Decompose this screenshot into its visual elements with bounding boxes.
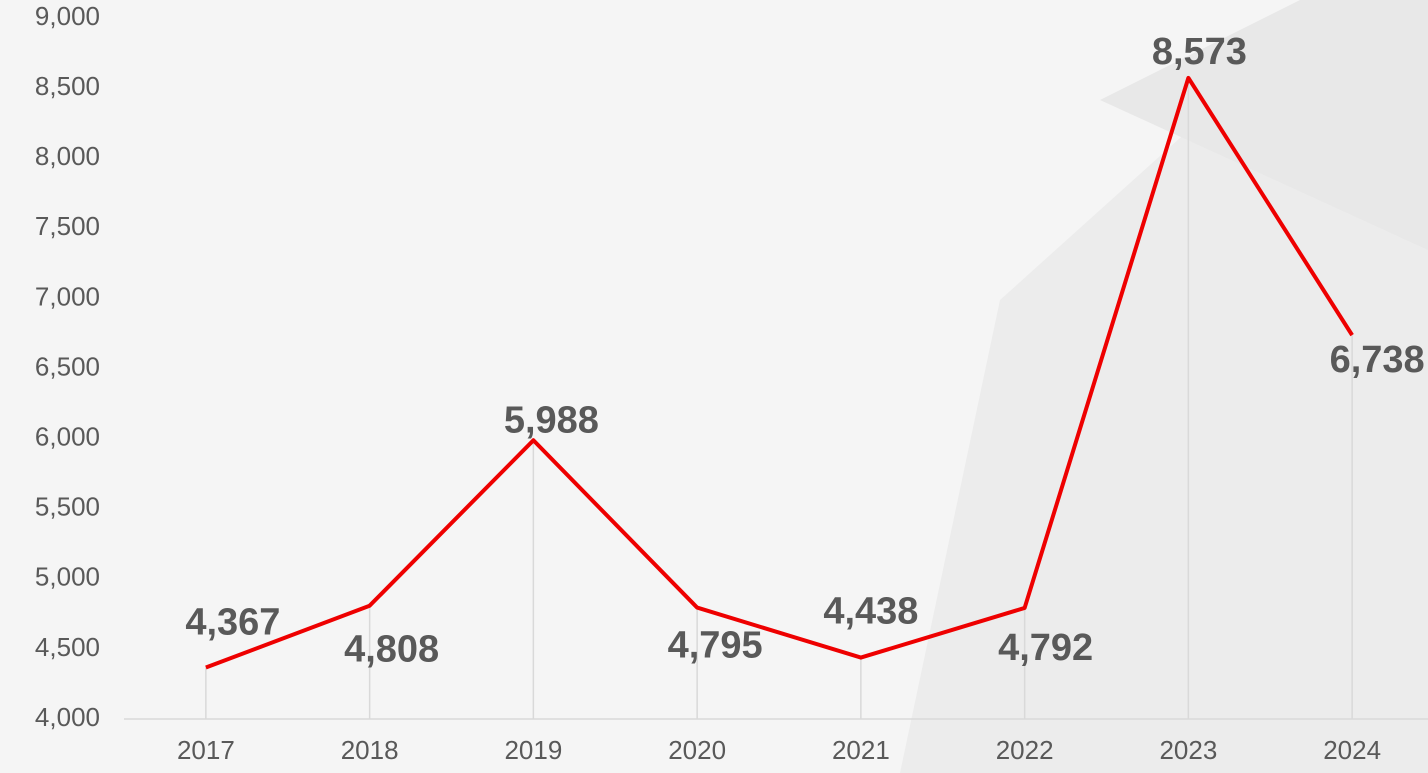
data-label: 4,808 [344,629,439,671]
y-tick-label: 7,500 [35,211,100,241]
x-tick-label: 2023 [1159,735,1217,765]
y-tick-label: 6,500 [35,351,100,381]
y-tick-label: 8,500 [35,71,100,101]
x-tick-label: 2019 [504,735,562,765]
x-tick-label: 2017 [177,735,235,765]
y-tick-label: 6,000 [35,421,100,451]
data-label: 4,792 [998,627,1093,669]
y-tick-label: 9,000 [35,1,100,31]
y-tick-label: 4,500 [35,632,100,662]
y-tick-label: 7,000 [35,281,100,311]
y-tick-label: 5,000 [35,562,100,592]
data-label: 6,738 [1330,339,1425,381]
data-label: 5,988 [504,399,599,441]
y-tick-label: 8,000 [35,141,100,171]
y-tick-label: 5,500 [35,492,100,522]
x-tick-label: 2021 [832,735,890,765]
x-tick-label: 2024 [1323,735,1381,765]
data-label: 4,367 [185,602,280,644]
data-label: 4,438 [823,591,918,633]
x-tick-label: 2020 [668,735,726,765]
data-label: 8,573 [1152,31,1247,73]
x-tick-label: 2018 [341,735,399,765]
line [205,75,1354,670]
data-label: 4,795 [668,625,763,667]
background-decoration [1100,0,1428,250]
x-tick-label: 2022 [996,735,1054,765]
y-tick-label: 4,000 [35,702,100,732]
